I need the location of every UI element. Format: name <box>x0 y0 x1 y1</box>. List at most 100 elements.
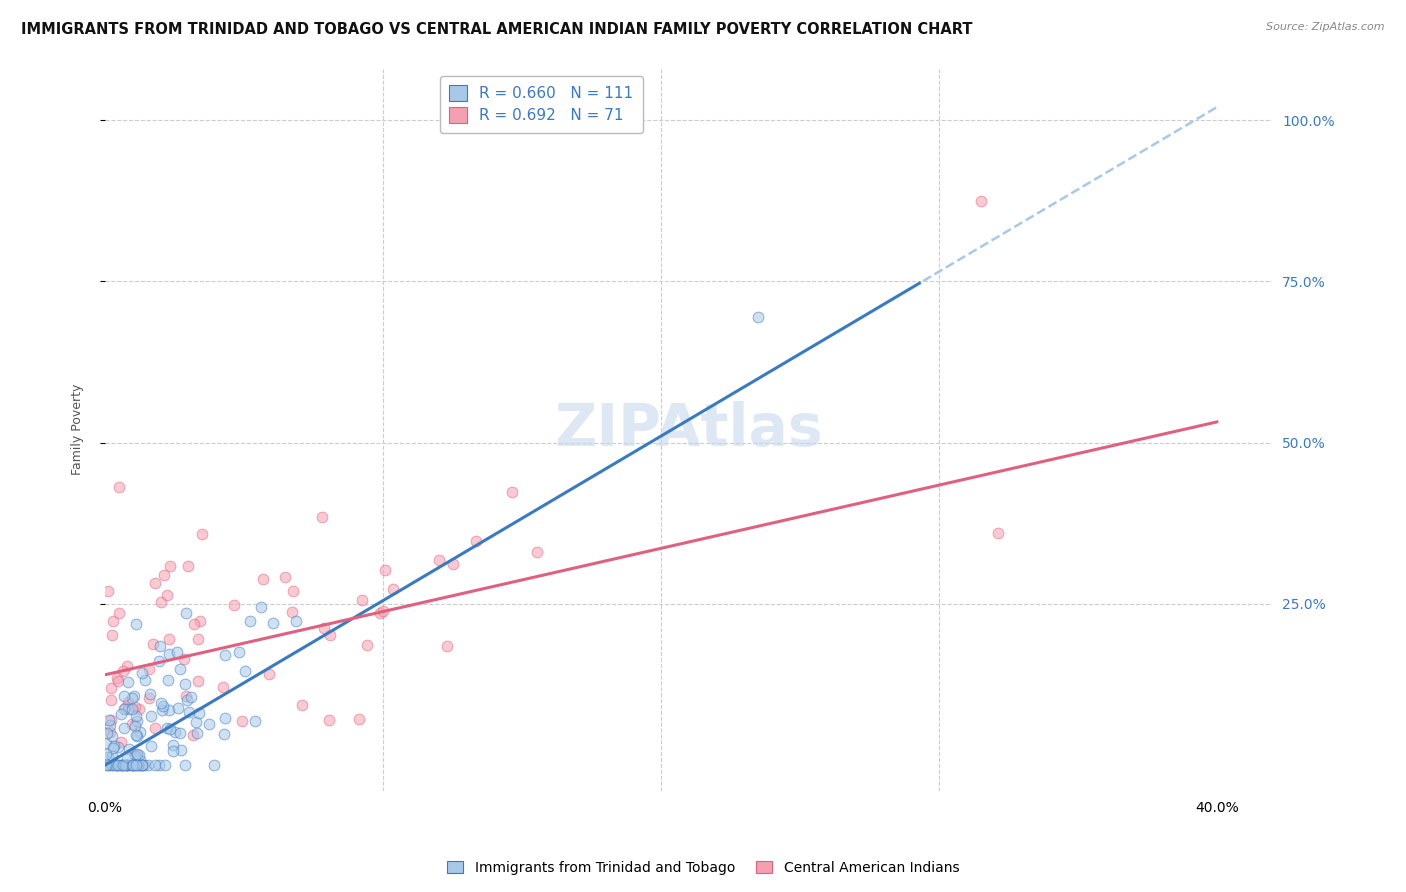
Point <box>181 728 204 742</box>
Point <box>167 701 190 715</box>
Point <box>187 632 209 647</box>
Point <box>214 711 236 725</box>
Point <box>96 758 118 772</box>
Point <box>186 725 208 739</box>
Point <box>252 572 274 586</box>
Point <box>228 645 250 659</box>
Point <box>174 606 197 620</box>
Point <box>117 695 139 709</box>
Point <box>318 714 340 728</box>
Point <box>231 714 253 728</box>
Point <box>177 559 200 574</box>
Text: IMMIGRANTS FROM TRINIDAD AND TOBAGO VS CENTRAL AMERICAN INDIAN FAMILY POVERTY CO: IMMIGRANTS FROM TRINIDAD AND TOBAGO VS C… <box>21 22 973 37</box>
Point <box>233 665 256 679</box>
Legend: Immigrants from Trinidad and Tobago, Central American Indians: Immigrants from Trinidad and Tobago, Cen… <box>441 855 965 880</box>
Point <box>176 692 198 706</box>
Text: ZIPAtlas: ZIPAtlas <box>554 401 823 458</box>
Point <box>163 725 186 739</box>
Point <box>157 703 180 717</box>
Point <box>125 729 148 743</box>
Point <box>170 743 193 757</box>
Point <box>105 758 128 772</box>
Point <box>169 726 191 740</box>
Point <box>127 758 149 772</box>
Point <box>97 750 120 764</box>
Point <box>104 758 127 772</box>
Point <box>162 744 184 758</box>
Point <box>105 671 128 685</box>
Point <box>115 758 138 772</box>
Point <box>100 713 122 727</box>
Point <box>121 758 143 772</box>
Point <box>149 639 172 653</box>
Point <box>139 687 162 701</box>
Point <box>162 738 184 752</box>
Point <box>122 758 145 772</box>
Point <box>101 614 124 628</box>
Point <box>108 607 131 621</box>
Point <box>101 729 124 743</box>
Legend: R = 0.660   N = 111, R = 0.692   N = 71: R = 0.660 N = 111, R = 0.692 N = 71 <box>440 76 643 133</box>
Point <box>281 605 304 619</box>
Point <box>352 592 374 607</box>
Point <box>121 702 143 716</box>
Point <box>122 758 145 772</box>
Point <box>183 617 205 632</box>
Point <box>143 576 166 591</box>
Point <box>98 725 121 739</box>
Point <box>96 726 118 740</box>
Point <box>131 666 153 681</box>
Point <box>115 749 138 764</box>
Point <box>156 588 179 602</box>
Point <box>96 735 118 749</box>
Point <box>152 567 174 582</box>
Point <box>110 758 132 772</box>
Point <box>107 480 129 494</box>
Point <box>107 758 129 772</box>
Point <box>125 617 148 632</box>
Y-axis label: Family Poverty: Family Poverty <box>72 384 84 475</box>
Point <box>111 758 134 772</box>
Point <box>121 717 143 731</box>
Point <box>184 714 207 729</box>
Point <box>125 709 148 723</box>
Point <box>319 628 342 642</box>
Point <box>174 689 197 703</box>
Point <box>118 742 141 756</box>
Point <box>103 739 125 753</box>
Point <box>291 698 314 712</box>
Point <box>214 648 236 662</box>
Point <box>139 739 162 753</box>
Point <box>101 749 124 764</box>
Point <box>368 607 391 621</box>
Point <box>128 747 150 762</box>
Point <box>129 758 152 772</box>
Point <box>188 614 211 628</box>
Point <box>143 721 166 735</box>
Point <box>136 758 159 772</box>
Point <box>111 758 134 772</box>
Point <box>285 614 308 628</box>
Point <box>121 758 143 772</box>
Point <box>98 718 121 732</box>
Point <box>180 690 202 704</box>
Point <box>112 689 135 703</box>
Point <box>173 676 195 690</box>
Point <box>211 680 233 694</box>
Point <box>124 758 146 772</box>
Point <box>124 747 146 762</box>
Point <box>371 604 394 618</box>
Point <box>112 721 135 735</box>
Point <box>138 690 160 705</box>
Point <box>464 534 486 549</box>
Point <box>274 569 297 583</box>
Point <box>97 758 120 772</box>
Point <box>127 747 149 762</box>
Point <box>526 545 548 559</box>
Point <box>124 719 146 733</box>
Point <box>132 758 155 772</box>
Point <box>122 689 145 703</box>
Point <box>149 595 172 609</box>
Point <box>188 706 211 721</box>
Point <box>105 758 128 772</box>
